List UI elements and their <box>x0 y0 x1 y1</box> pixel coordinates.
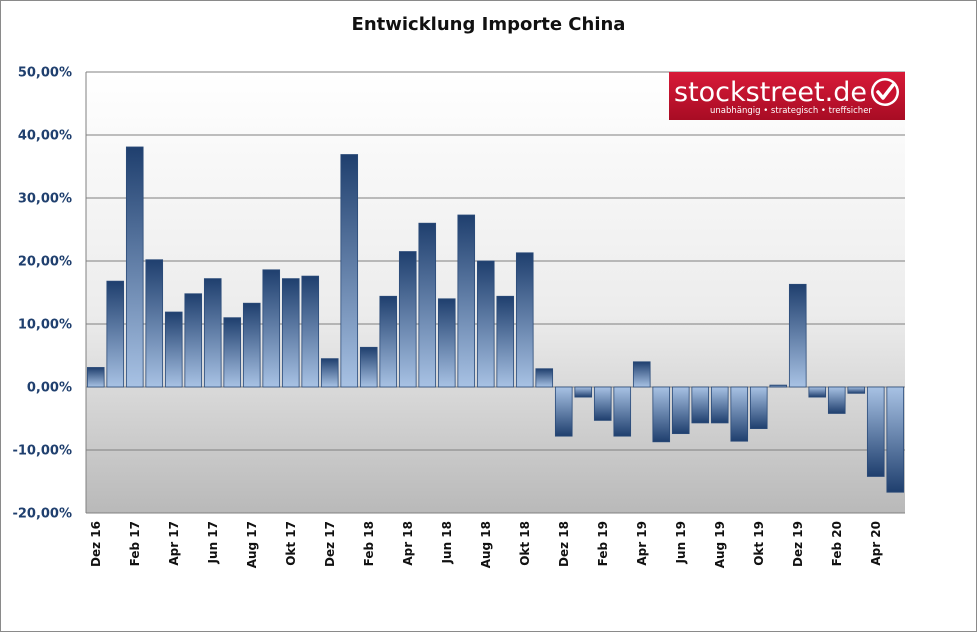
bar <box>125 146 144 388</box>
x-tick-label: Feb 17 <box>128 521 142 566</box>
bar <box>262 269 281 388</box>
bar <box>730 386 749 442</box>
bar <box>613 386 632 437</box>
bar <box>359 346 378 388</box>
x-tick-label: Jun 19 <box>674 521 688 564</box>
bar <box>106 280 125 388</box>
bar <box>574 386 593 398</box>
x-tick-label: Dez 19 <box>791 521 805 567</box>
bar <box>671 386 690 435</box>
bar <box>808 386 827 398</box>
y-tick-label: 20,00% <box>18 255 72 270</box>
bar <box>457 214 476 388</box>
x-tick-label: Jun 18 <box>440 521 454 564</box>
bar <box>554 386 573 437</box>
bar <box>749 386 768 429</box>
bar <box>710 386 729 424</box>
bar <box>847 386 866 394</box>
bar <box>340 154 359 388</box>
bar <box>398 251 417 388</box>
bar <box>827 386 846 414</box>
logo-background <box>669 72 905 120</box>
bar <box>652 386 671 443</box>
y-tick-label: 0,00% <box>27 381 72 396</box>
bar <box>379 295 398 388</box>
x-tick-label: Aug 17 <box>245 521 259 568</box>
x-tick-label: Okt 17 <box>284 521 298 566</box>
x-tick-label: Feb 19 <box>596 521 610 566</box>
x-tick-label: Dez 17 <box>323 521 337 567</box>
bar <box>691 386 710 424</box>
logo-tagline: unabhängig • strategisch • treffsicher <box>710 106 872 116</box>
x-tick-label: Jun 17 <box>206 521 220 564</box>
bar <box>788 283 807 388</box>
y-tick-label: -20,00% <box>12 507 72 522</box>
x-axis-ticks: Dez 16 Feb 17 Apr 17 Jun 17 Aug 17 Okt 17 Dez … <box>89 521 883 568</box>
checkmark-badge-icon <box>871 78 899 106</box>
y-tick-label: 30,00% <box>18 192 72 207</box>
bar <box>301 275 320 388</box>
bar <box>164 311 183 388</box>
bar <box>886 386 905 493</box>
bar <box>86 367 105 388</box>
bar <box>632 361 651 388</box>
gridlines <box>85 71 905 514</box>
bar <box>281 278 300 388</box>
stockstreet-logo: stockstreet.de unabhängig • strategisch … <box>669 72 905 120</box>
bar <box>769 384 788 388</box>
x-tick-label: Apr 17 <box>167 521 181 566</box>
bar <box>145 259 164 388</box>
x-tick-label: Apr 19 <box>635 521 649 566</box>
bar <box>418 222 437 388</box>
x-tick-label: Feb 18 <box>362 521 376 566</box>
bar <box>203 278 222 388</box>
bar <box>184 293 203 388</box>
x-tick-label: Aug 18 <box>479 521 493 568</box>
logo-wordmark: stockstreet.de <box>674 77 867 108</box>
bar <box>866 386 885 477</box>
y-tick-label: -10,00% <box>12 444 72 459</box>
y-tick-label: 10,00% <box>18 318 72 333</box>
bar <box>593 386 612 421</box>
chart-title: Entwicklung Importe China <box>351 14 626 35</box>
bars <box>86 146 905 493</box>
bar <box>535 368 554 388</box>
bar <box>320 358 339 388</box>
x-tick-label: Okt 18 <box>518 521 532 566</box>
x-tick-label: Apr 20 <box>869 521 883 566</box>
x-tick-label: Okt 19 <box>752 521 766 566</box>
x-tick-label: Dez 16 <box>89 521 103 567</box>
x-tick-label: Apr 18 <box>401 521 415 566</box>
bar <box>223 317 242 388</box>
plot-background <box>86 72 905 513</box>
y-tick-label: 50,00% <box>18 66 72 81</box>
x-tick-label: Dez 18 <box>557 521 571 567</box>
bar <box>515 252 534 388</box>
y-tick-label: 40,00% <box>18 129 72 144</box>
y-axis-ticks: -20,00% -10,00% 0,00% 10,00% 20,00% 30,00% 40,… <box>12 66 72 522</box>
bar <box>476 260 495 388</box>
bar <box>437 298 456 388</box>
x-tick-label: Aug 19 <box>713 521 727 568</box>
x-tick-label: Feb 20 <box>830 521 844 566</box>
bar <box>242 302 261 388</box>
bar <box>496 295 515 388</box>
